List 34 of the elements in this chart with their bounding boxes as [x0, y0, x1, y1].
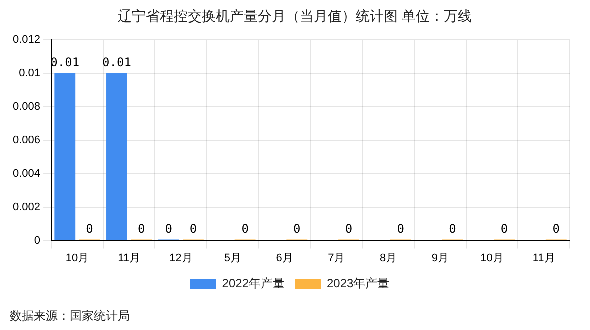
data-label: 0: [242, 222, 249, 236]
data-label: 0.01: [50, 56, 80, 70]
data-label: 0: [552, 222, 560, 236]
x-tick-label: 11月: [118, 252, 141, 264]
source-note: 数据来源：国家统计局: [10, 308, 130, 325]
x-tick-label: 12月: [170, 252, 193, 264]
x-tick-label: 9月: [432, 252, 449, 264]
data-label: 0: [500, 222, 508, 236]
x-tick-label: 10月: [480, 252, 504, 264]
data-label: 0: [294, 222, 301, 236]
x-tick-label: 10月: [66, 252, 90, 264]
x-tick-label: 6月: [276, 252, 294, 264]
y-tick-label: 0.01: [19, 68, 41, 80]
y-tick-label: 0.012: [12, 34, 41, 46]
x-tick-label: 7月: [328, 252, 346, 264]
legend-label: 2023年产量: [327, 276, 390, 290]
y-tick-label: 0.002: [12, 201, 41, 214]
data-label: 0: [345, 222, 353, 236]
data-label: 0: [190, 222, 198, 236]
x-tick-label: 5月: [224, 252, 242, 264]
y-tick-label: 0.006: [12, 134, 41, 146]
y-tick-label: 0: [34, 234, 41, 247]
chart-title: 辽宁省程控交换机产量分月（当月值）统计图 单位：万线: [116, 8, 474, 26]
y-tick-label: 0.004: [12, 168, 41, 180]
legend-label: 2022年产量: [222, 276, 286, 290]
data-label: 0: [86, 222, 94, 236]
data-label: 0: [138, 222, 146, 236]
data-label: 0: [397, 222, 404, 236]
data-label: 0.01: [102, 56, 132, 70]
y-tick-label: 0.008: [12, 100, 41, 113]
data-label: 0: [165, 222, 172, 236]
x-tick-label: 11月: [532, 252, 556, 264]
x-tick-label: 8月: [380, 252, 398, 264]
data-label: 0: [449, 222, 456, 236]
